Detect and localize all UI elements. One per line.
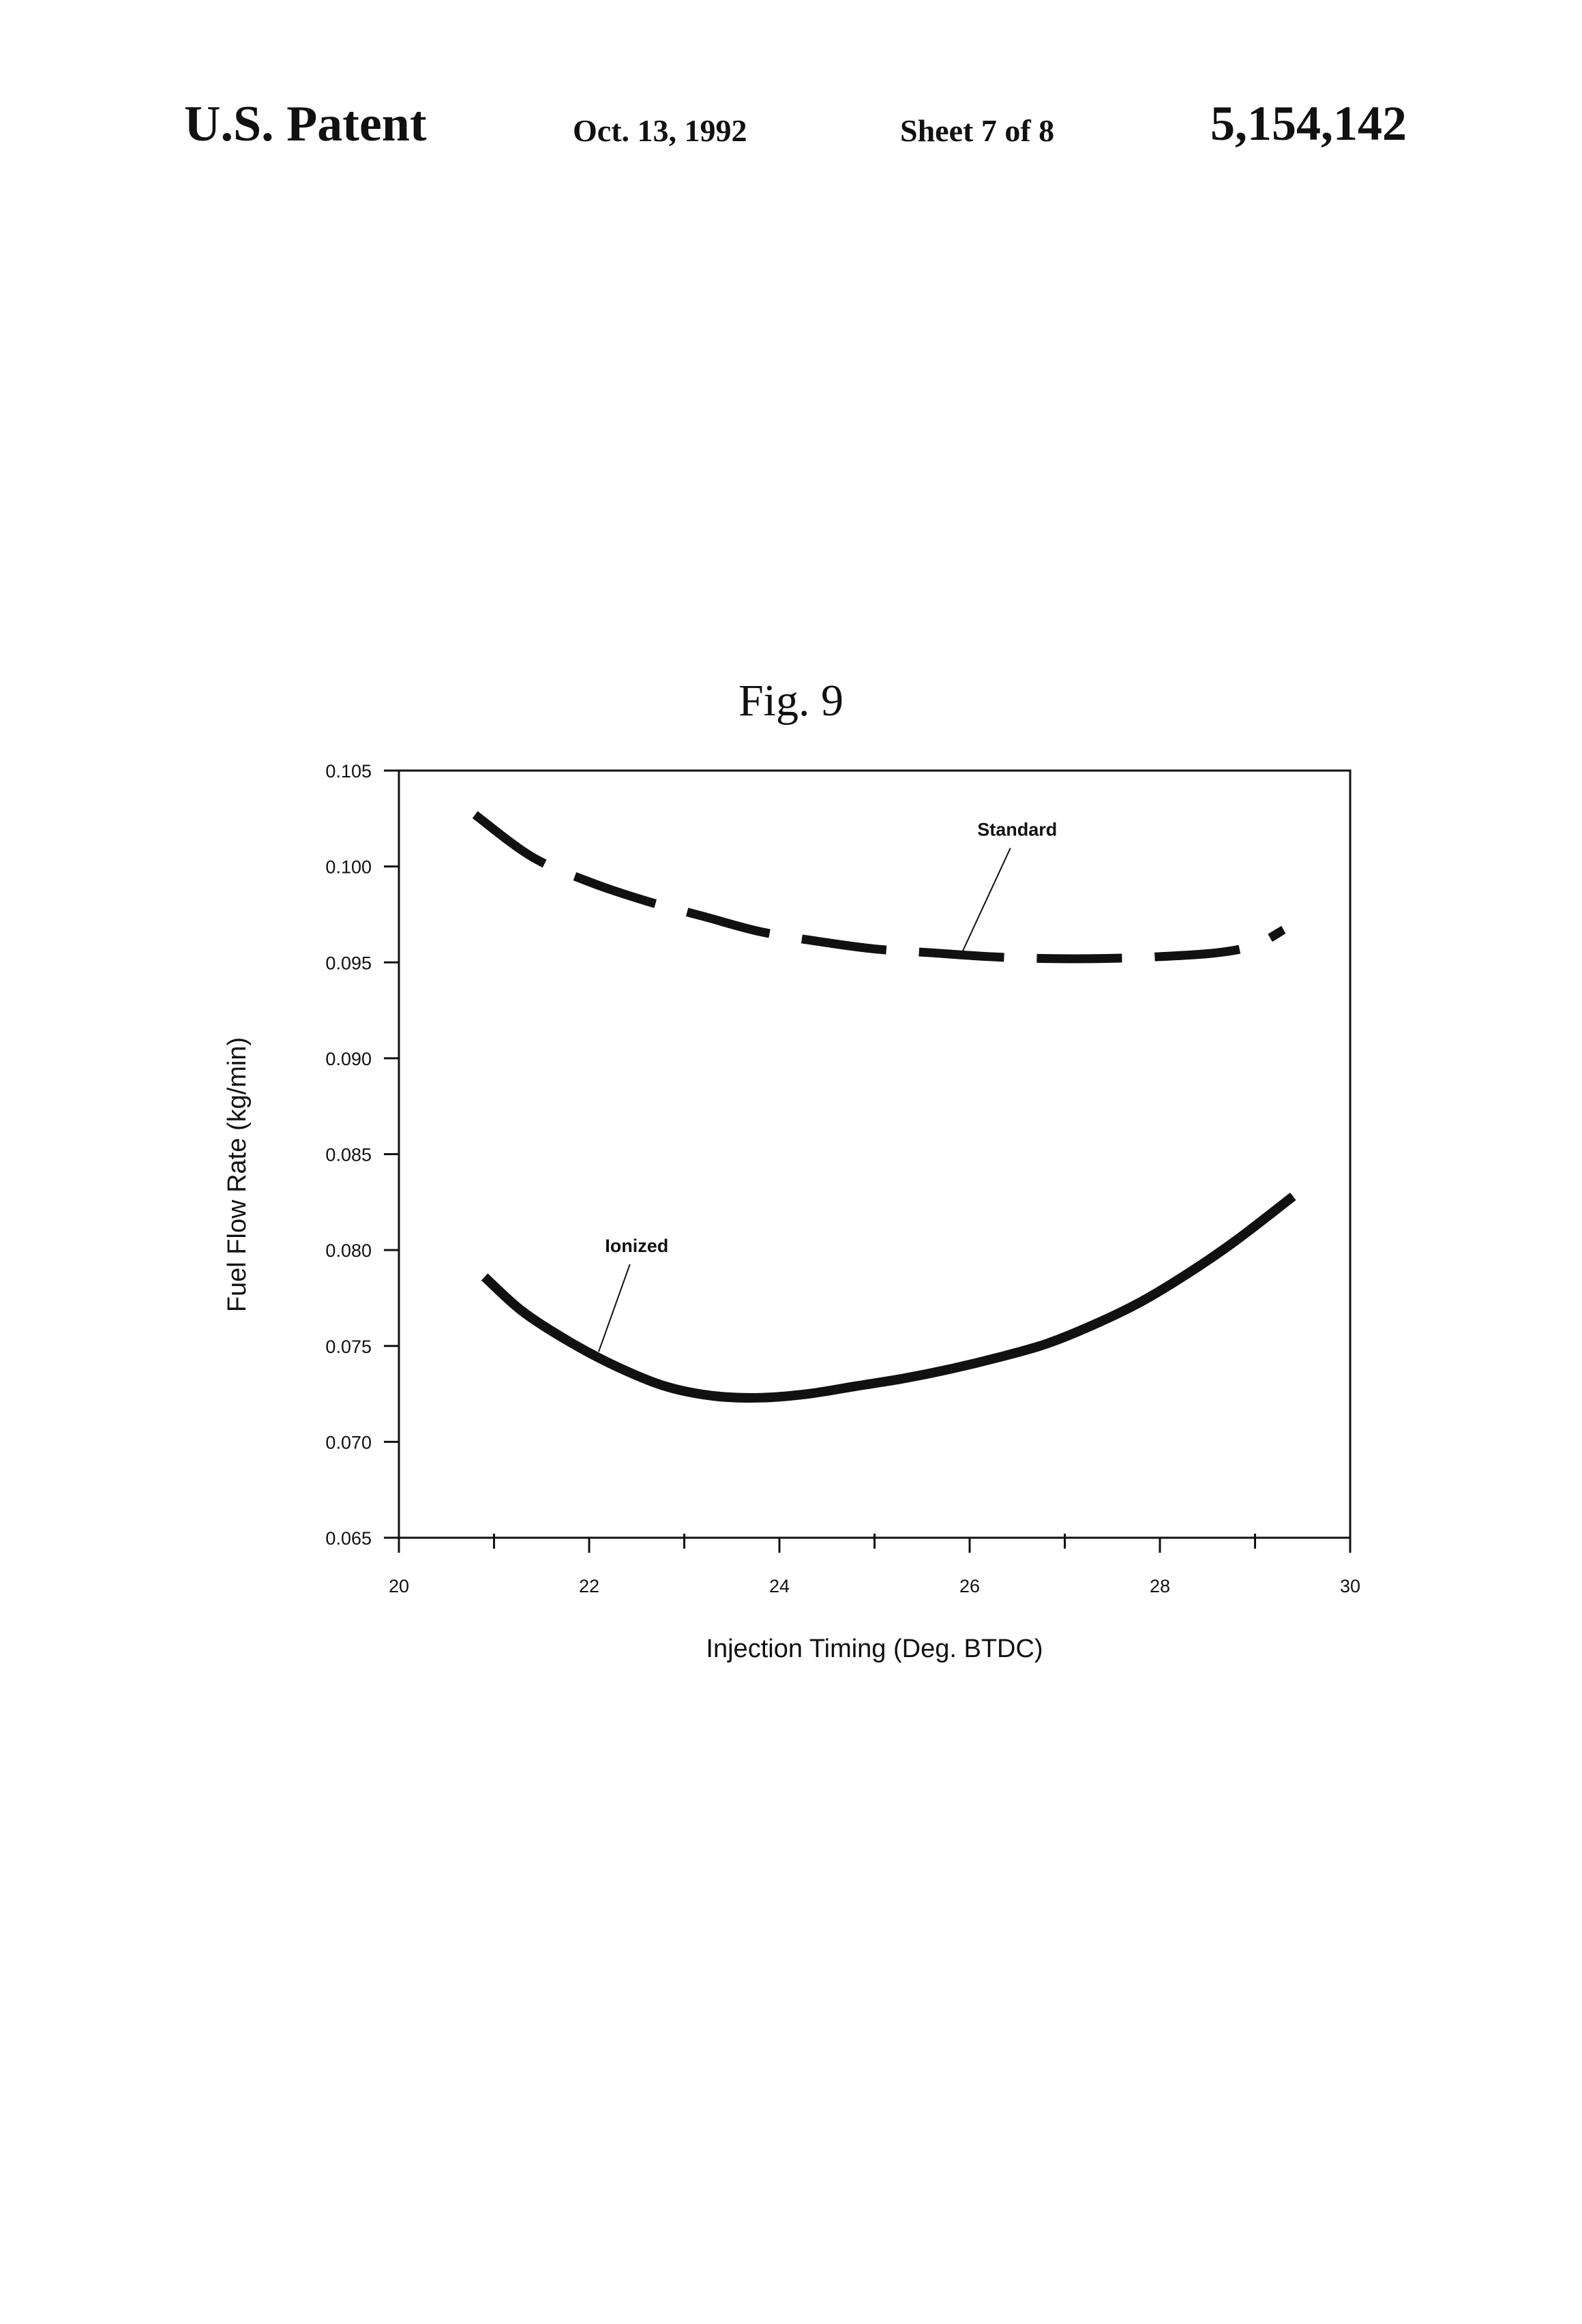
x-tick-label: 28 (1150, 1576, 1170, 1596)
series-leader-ionized (599, 1264, 630, 1352)
y-tick-label: 0.075 (325, 1337, 372, 1357)
x-tick-label: 20 (389, 1576, 409, 1596)
y-tick-label: 0.080 (325, 1240, 372, 1261)
plot-frame (399, 771, 1350, 1538)
axis-ticks: 20 22 24 26 28 30 0.065 0.070 0.075 0.080 0.085 0.0… (325, 761, 1360, 1596)
x-tick-label: 22 (579, 1576, 599, 1596)
y-tick-label: 0.065 (325, 1528, 372, 1549)
series-label-standard: Standard (977, 820, 1057, 840)
series-label-ionized: Ionized (605, 1236, 668, 1256)
series-line-ionized (485, 1196, 1294, 1397)
y-tick-label: 0.095 (325, 953, 372, 973)
x-axis-title: Injection Timing (Deg. BTDC) (706, 1635, 1043, 1663)
y-tick-label: 0.090 (325, 1049, 372, 1069)
x-tick-label: 26 (959, 1576, 980, 1596)
y-tick-label: 0.085 (325, 1145, 372, 1165)
y-tick-label: 0.070 (325, 1432, 372, 1452)
series-group: Standard Ionized (475, 815, 1294, 1398)
x-tick-label: 30 (1340, 1576, 1360, 1596)
x-tick-label: 24 (769, 1576, 790, 1596)
y-tick-label: 0.100 (325, 857, 372, 878)
y-axis-title: Fuel Flow Rate (kg/min) (223, 1037, 252, 1312)
y-tick-label: 0.105 (325, 761, 372, 781)
series-leader-standard (960, 848, 1011, 957)
series-line-standard (475, 815, 1284, 959)
